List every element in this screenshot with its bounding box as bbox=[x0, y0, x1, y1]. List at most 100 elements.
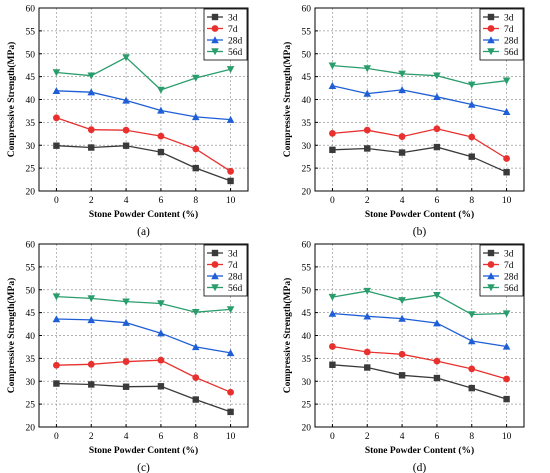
legend-marker-c-28d bbox=[211, 272, 219, 280]
point-d-7d-0 bbox=[329, 343, 336, 350]
point-a-7d-0 bbox=[53, 114, 60, 122]
legend-marker-c-56d bbox=[211, 284, 219, 292]
y-axis-label-d: Compressive Strength(MPa) bbox=[282, 278, 293, 393]
point-a-28d-5 bbox=[226, 115, 235, 123]
y-tick-label-b-6: 50 bbox=[302, 50, 312, 60]
x-tick-label-b-0: 0 bbox=[330, 196, 335, 206]
x-tick-label-a-1: 2 bbox=[89, 196, 94, 206]
point-c-28d-5 bbox=[226, 349, 235, 357]
x-tick-label-d-2: 4 bbox=[400, 432, 405, 442]
y-tick-label-d-2: 30 bbox=[302, 378, 312, 388]
x-axis-label-a: Stone Powder Content (%) bbox=[89, 209, 198, 220]
point-d-56d-4 bbox=[467, 311, 476, 319]
x-tick-label-c-0: 0 bbox=[54, 432, 59, 442]
point-a-28d-3 bbox=[157, 106, 165, 114]
panel-c: 20 25 30 35 40 45 50 55 60 0 2 4 6 8 10 Stone Powder Co… bbox=[6, 241, 249, 473]
y-tick-label-c-3: 35 bbox=[26, 355, 36, 365]
point-c-56d-2 bbox=[122, 298, 130, 306]
point-a-3d-0 bbox=[53, 142, 60, 149]
x-tick-label-d-3: 6 bbox=[435, 432, 440, 442]
point-c-3d-4 bbox=[192, 396, 199, 403]
legend-marker-b-56d bbox=[487, 48, 495, 56]
legend-marker-d-28d bbox=[487, 272, 495, 280]
legend-label-c-28d: 28d bbox=[228, 273, 243, 283]
y-tick-label-c-1: 25 bbox=[26, 401, 36, 411]
legend-marker-a-3d bbox=[211, 13, 219, 21]
y-tick-label-b-4: 40 bbox=[302, 96, 312, 106]
series-line-b-7d bbox=[332, 128, 507, 160]
series-line-c-3d bbox=[56, 382, 231, 413]
y-axis-label-b: Compressive Strength(MPa) bbox=[282, 42, 293, 157]
point-a-3d-1 bbox=[88, 144, 95, 151]
legend-label-d-7d: 7d bbox=[504, 261, 514, 271]
y-tick-label-c-4: 40 bbox=[26, 332, 36, 342]
point-b-28d-4 bbox=[467, 100, 476, 108]
y-tick-label-b-3: 35 bbox=[302, 119, 312, 129]
point-a-7d-3 bbox=[157, 132, 165, 140]
legend-marker-d-7d bbox=[487, 261, 495, 268]
series-line-c-7d bbox=[56, 359, 231, 393]
panel-label-d: (d) bbox=[413, 462, 427, 473]
point-b-28d-3 bbox=[433, 92, 441, 100]
point-a-56d-0 bbox=[52, 69, 61, 77]
point-d-3d-1 bbox=[364, 364, 371, 371]
y-tick-label-d-7: 55 bbox=[302, 263, 312, 273]
y-tick-label-d-4: 40 bbox=[302, 332, 312, 342]
point-b-7d-1 bbox=[363, 126, 371, 134]
x-tick-label-d-4: 8 bbox=[469, 432, 474, 442]
point-c-28d-0 bbox=[52, 315, 61, 323]
y-tick-label-c-8: 60 bbox=[26, 241, 36, 251]
x-axis-label-b: Stone Powder Content (%) bbox=[365, 209, 474, 220]
y-tick-label-c-2: 30 bbox=[26, 378, 36, 388]
series-line-b-3d bbox=[332, 146, 507, 173]
series-line-d-7d bbox=[332, 345, 507, 380]
point-a-28d-0 bbox=[52, 87, 61, 95]
y-tick-label-b-8: 60 bbox=[302, 5, 312, 15]
point-b-28d-5 bbox=[502, 108, 511, 116]
legend-label-b-56d: 56d bbox=[504, 48, 519, 58]
series-line-a-7d bbox=[56, 117, 231, 172]
x-tick-label-c-2: 4 bbox=[124, 432, 129, 442]
point-c-3d-1 bbox=[88, 381, 95, 388]
point-c-7d-2 bbox=[122, 358, 130, 365]
point-a-28d-1 bbox=[87, 88, 96, 96]
y-tick-label-d-1: 25 bbox=[302, 401, 312, 411]
legend-label-a-56d: 56d bbox=[228, 48, 243, 58]
x-tick-label-a-3: 6 bbox=[159, 196, 164, 206]
y-tick-label-b-2: 30 bbox=[302, 142, 312, 152]
point-a-7d-4 bbox=[192, 145, 200, 153]
point-a-3d-5 bbox=[227, 177, 234, 185]
point-b-3d-5 bbox=[503, 169, 510, 176]
point-b-56d-1 bbox=[363, 65, 372, 73]
point-d-28d-5 bbox=[502, 342, 511, 350]
x-tick-label-d-5: 10 bbox=[502, 432, 512, 442]
legend-label-d-28d: 28d bbox=[504, 273, 519, 283]
y-tick-label-a-7: 55 bbox=[26, 27, 36, 37]
panel-a: 20 25 30 35 40 45 50 55 60 0 2 4 6 8 10 Stone Powder Co… bbox=[6, 5, 249, 238]
point-c-7d-0 bbox=[53, 361, 60, 369]
y-tick-label-c-5: 45 bbox=[26, 309, 36, 319]
y-tick-label-d-3: 35 bbox=[302, 355, 312, 365]
point-d-28d-4 bbox=[467, 337, 476, 345]
point-b-56d-3 bbox=[433, 72, 441, 80]
y-tick-label-a-1: 25 bbox=[26, 165, 36, 175]
x-tick-label-a-0: 0 bbox=[54, 196, 59, 206]
point-d-7d-3 bbox=[433, 357, 441, 365]
panel-label-a: (a) bbox=[137, 226, 150, 238]
point-d-56d-2 bbox=[398, 297, 406, 305]
point-b-28d-1 bbox=[363, 89, 372, 97]
legend-marker-d-3d bbox=[487, 249, 495, 257]
panel-b: 20 25 30 35 40 45 50 55 60 0 2 4 6 8 10 Stone Powder Co… bbox=[282, 5, 525, 238]
panel-label-c: (c) bbox=[137, 462, 150, 473]
point-a-56d-2 bbox=[122, 54, 130, 62]
legend-label-b-7d: 7d bbox=[504, 25, 514, 35]
point-c-56d-5 bbox=[226, 306, 235, 314]
legend-marker-c-3d bbox=[211, 249, 219, 257]
panel-d: 20 25 30 35 40 45 50 55 60 0 2 4 6 8 10 Stone Powder Co… bbox=[282, 241, 525, 473]
y-axis-label-c: Compressive Strength(MPa) bbox=[6, 278, 17, 393]
x-tick-label-c-4: 8 bbox=[193, 432, 198, 442]
series-line-d-56d bbox=[332, 290, 507, 316]
series-line-c-28d bbox=[56, 318, 231, 354]
point-b-56d-0 bbox=[328, 62, 337, 70]
